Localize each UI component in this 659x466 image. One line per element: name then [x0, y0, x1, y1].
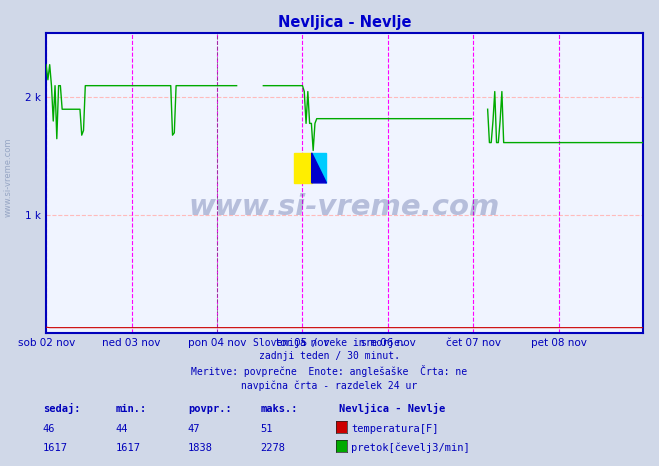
Text: povpr.:: povpr.: — [188, 404, 231, 414]
Polygon shape — [312, 153, 326, 183]
Text: 2278: 2278 — [260, 443, 285, 453]
Text: min.:: min.: — [115, 404, 146, 414]
Text: pretok[čevelj3/min]: pretok[čevelj3/min] — [351, 443, 470, 453]
Title: Nevljica - Nevlje: Nevljica - Nevlje — [277, 15, 411, 30]
Text: 1617: 1617 — [115, 443, 140, 453]
Text: maks.:: maks.: — [260, 404, 298, 414]
Text: temperatura[F]: temperatura[F] — [351, 425, 439, 434]
Text: 44: 44 — [115, 425, 128, 434]
Text: 1838: 1838 — [188, 443, 213, 453]
Text: Nevljica - Nevlje: Nevljica - Nevlje — [339, 404, 445, 414]
Text: www.si-vreme.com: www.si-vreme.com — [3, 137, 13, 217]
Text: 51: 51 — [260, 425, 273, 434]
Text: www.si-vreme.com: www.si-vreme.com — [188, 193, 500, 221]
Text: 47: 47 — [188, 425, 200, 434]
Text: 46: 46 — [43, 425, 55, 434]
Text: Slovenija / reke in morje.
zadnji teden / 30 minut.
Meritve: povprečne  Enote: a: Slovenija / reke in morje. zadnji teden … — [191, 338, 468, 391]
Text: sedaj:: sedaj: — [43, 404, 80, 414]
Polygon shape — [312, 153, 326, 183]
Text: 1617: 1617 — [43, 443, 68, 453]
Bar — [294, 153, 312, 183]
